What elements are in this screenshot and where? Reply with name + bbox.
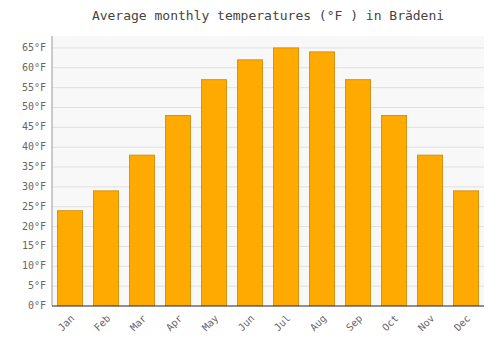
y-axis-line bbox=[52, 36, 53, 306]
x-tick-label: Apr bbox=[164, 313, 185, 334]
grid-line bbox=[52, 147, 484, 148]
chart-container: Average monthly temperatures (°F ) in Br… bbox=[0, 0, 500, 350]
x-tick-label: May bbox=[200, 313, 221, 334]
y-tick-label: 40°F bbox=[22, 141, 46, 152]
x-tick-label: Jan bbox=[56, 313, 77, 334]
y-grid bbox=[52, 48, 484, 306]
x-tick-label: Oct bbox=[380, 313, 401, 334]
y-tick-label: 35°F bbox=[22, 161, 46, 172]
x-axis-line bbox=[52, 306, 484, 307]
grid-line bbox=[52, 47, 484, 48]
grid-line bbox=[52, 107, 484, 108]
x-tick-label: Dec bbox=[452, 313, 473, 334]
bar bbox=[165, 115, 190, 306]
bar bbox=[57, 211, 82, 306]
y-tick-label: 65°F bbox=[22, 42, 46, 53]
chart: Average monthly temperatures (°F ) in Br… bbox=[0, 0, 500, 350]
bar bbox=[129, 155, 154, 306]
y-tick-label: 10°F bbox=[22, 260, 46, 271]
bar bbox=[309, 52, 334, 306]
grid-line bbox=[52, 87, 484, 88]
x-tick-labels: Jan Feb Mar Apr May Jun Jul Aug Sep Oct Nov Dec bbox=[56, 313, 473, 334]
grid-line bbox=[52, 306, 484, 307]
x-tick-label: Jul bbox=[272, 313, 293, 334]
y-tick-label: 55°F bbox=[22, 82, 46, 93]
y-tick-label: 45°F bbox=[22, 121, 46, 132]
y-tick-label: 20°F bbox=[22, 221, 46, 232]
y-tick-label: 5°F bbox=[28, 280, 46, 291]
bar bbox=[381, 115, 406, 306]
title: Average monthly temperatures (°F ) in Br… bbox=[92, 8, 444, 23]
y-tick-label: 50°F bbox=[22, 101, 46, 112]
x-tick-label: Feb bbox=[92, 313, 113, 334]
plot-background bbox=[52, 36, 484, 306]
x-tick-label: Jun bbox=[236, 313, 257, 334]
x-tick-label: Mar bbox=[128, 313, 149, 334]
bar bbox=[417, 155, 442, 306]
y-tick-label: 0°F bbox=[28, 300, 46, 311]
bar bbox=[345, 80, 370, 306]
x-tick-label: Nov bbox=[416, 313, 437, 334]
bar bbox=[237, 60, 262, 306]
grid-line bbox=[52, 67, 484, 68]
bar bbox=[93, 191, 118, 306]
bar bbox=[201, 80, 226, 306]
y-tick-label: 30°F bbox=[22, 181, 46, 192]
grid-line bbox=[52, 127, 484, 128]
y-tick-label: 15°F bbox=[22, 240, 46, 251]
y-tick-label: 25°F bbox=[22, 201, 46, 212]
bars bbox=[57, 48, 478, 306]
bar bbox=[273, 48, 298, 306]
bar bbox=[453, 191, 478, 306]
x-tick-label: Sep bbox=[344, 313, 365, 334]
y-tick-labels: 0°F 5°F 10°F 15°F 20°F 25°F 30°F 35°F 40°F 45°F 50… bbox=[22, 42, 46, 311]
x-tick-label: Aug bbox=[308, 313, 329, 334]
y-tick-label: 60°F bbox=[22, 62, 46, 73]
